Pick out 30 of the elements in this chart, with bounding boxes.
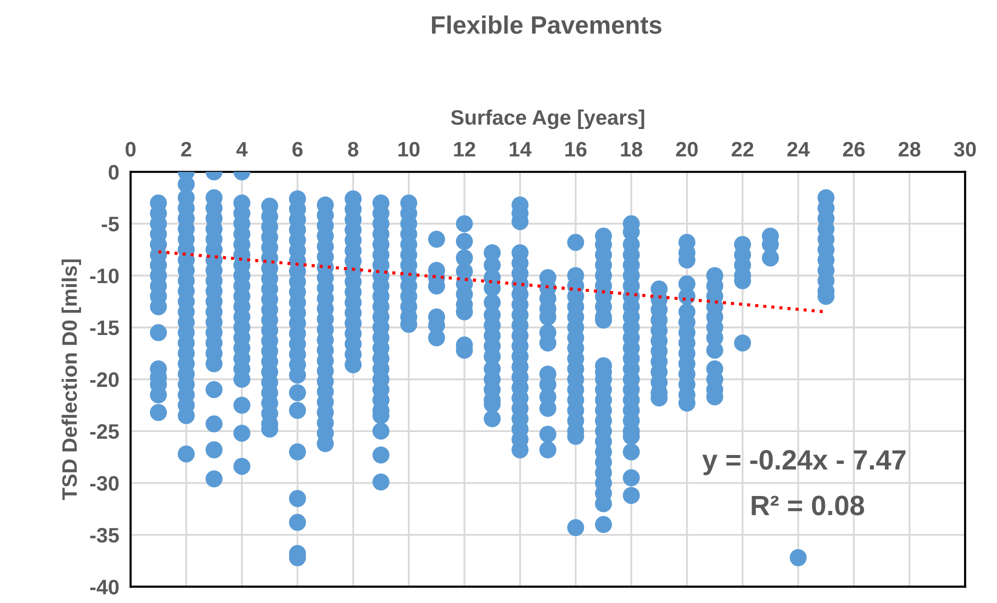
y-tick-label: -40 (90, 580, 119, 594)
x-tick-label: 20 (676, 142, 698, 157)
x-tick-label: 12 (454, 142, 476, 156)
y-axis-title: TSD Deflection D0 [mils] (62, 259, 82, 500)
annotation: y = -0.24x - 7.47 (702, 450, 906, 476)
y-tick-label: -10 (90, 268, 119, 284)
x-tick-label: 0 (126, 142, 136, 157)
x-tick-label: 8 (348, 142, 358, 157)
x-tick-label: 18 (621, 142, 642, 157)
y-tick-label: -5 (102, 216, 119, 232)
x-tick-label: 10 (398, 142, 420, 157)
x-tick-label: 16 (565, 142, 586, 157)
x-tick-label: 14 (510, 142, 532, 156)
x-tick-label: 22 (732, 142, 754, 156)
x-tick-label: 6 (292, 142, 303, 157)
y-tick-label: -15 (90, 320, 119, 336)
x-axis-title: Surface Age [years] (451, 110, 644, 130)
x-tick-label: 4 (236, 142, 248, 156)
annotation: R² = 0.08 (752, 496, 864, 516)
y-tick-label: -35 (90, 528, 119, 543)
y-tick-label: 0 (108, 164, 119, 180)
x-tick-label: 28 (898, 142, 920, 157)
x-tick-label: 2 (181, 142, 192, 156)
x-tick-label: 30 (954, 142, 976, 157)
y-tick-label: -25 (90, 424, 119, 439)
y-tick-label: -30 (90, 476, 119, 491)
chart-title: Flexible Pavements (432, 15, 662, 34)
x-tick-label: 24 (787, 142, 810, 156)
x-tick-label: 26 (842, 142, 865, 157)
y-tick-label: -20 (90, 372, 119, 388)
